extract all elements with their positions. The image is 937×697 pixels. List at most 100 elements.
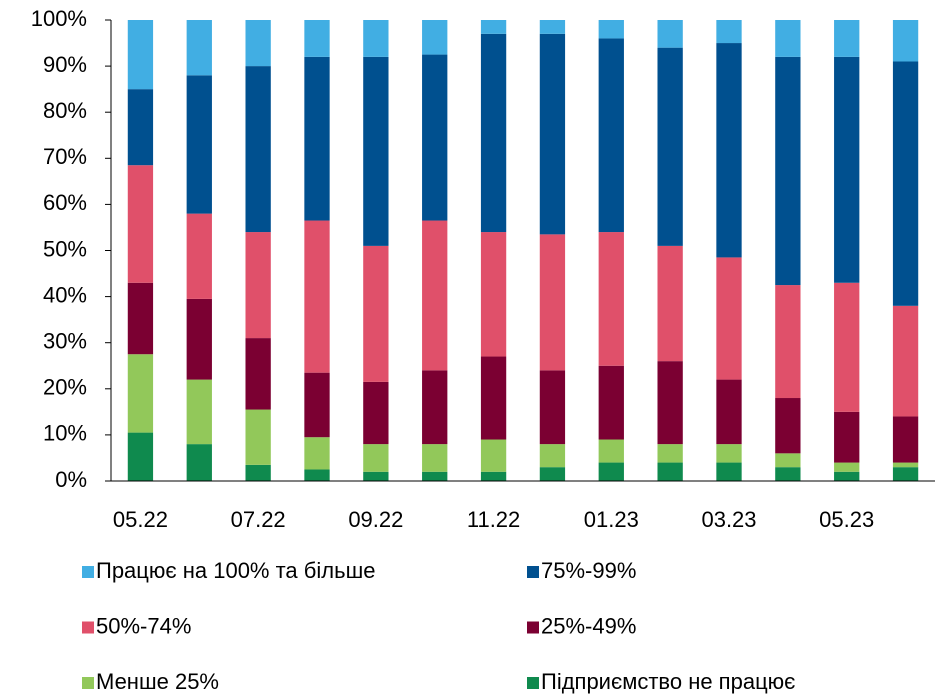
bar-segment — [892, 61, 919, 306]
bar-segment — [834, 56, 860, 283]
bar-segment — [186, 379, 212, 445]
bar-segment — [245, 20, 271, 67]
y-tick-label: 0% — [55, 467, 87, 492]
x-tick-label: 03.23 — [701, 507, 756, 532]
bar-segment — [480, 20, 507, 34]
legend-label: 75%-99% — [541, 558, 636, 583]
bar-segment — [304, 437, 330, 470]
bar-segment — [657, 361, 683, 445]
x-tick-label: 11.22 — [467, 507, 520, 532]
y-tick-label: 50% — [43, 236, 87, 261]
y-tick-label: 10% — [43, 421, 87, 446]
bar-segment — [775, 285, 801, 399]
legend-swatch — [527, 566, 539, 578]
bar-segment — [186, 20, 212, 76]
bar-segment — [186, 298, 212, 380]
bar-segment — [245, 409, 271, 465]
bar-segment — [834, 471, 860, 481]
bar-segment — [834, 462, 860, 472]
bar-segment — [775, 20, 801, 57]
bar-segment — [598, 462, 624, 481]
bar-segment — [892, 467, 919, 481]
bar-segment — [716, 462, 742, 481]
legend-label: 50%-74% — [96, 613, 191, 638]
bar-segment — [834, 282, 860, 412]
bar-segment — [480, 356, 507, 440]
bar-segment — [422, 20, 448, 55]
legend-swatch — [82, 566, 94, 578]
bar-segment — [127, 20, 154, 90]
bar-segment — [657, 444, 683, 463]
y-tick-label: 70% — [43, 144, 87, 169]
bar-segment — [480, 232, 507, 357]
bar-segment — [716, 43, 742, 258]
bar-segment — [363, 56, 389, 246]
bar-segment — [480, 439, 507, 472]
bar-segment — [127, 432, 154, 481]
legend-label: Менше 25% — [96, 669, 219, 694]
bar-segment — [363, 381, 389, 445]
bar-segment — [363, 20, 389, 57]
bar-segment — [834, 20, 860, 57]
bar-segment — [422, 370, 448, 445]
bar-segment — [716, 444, 742, 463]
bar-segment — [304, 469, 330, 481]
bar-segment — [245, 66, 271, 233]
bar-segment — [716, 379, 742, 445]
legend-swatch — [82, 677, 94, 689]
bar-segment — [480, 471, 507, 481]
legend-swatch — [527, 621, 539, 634]
bar-segment — [363, 444, 389, 472]
legend-swatch — [527, 677, 539, 689]
legend-label: Підприємство не працює — [541, 669, 795, 694]
bar-segment — [245, 338, 271, 410]
bar-segment — [539, 234, 566, 371]
legend-swatch — [82, 621, 94, 634]
bar-segment — [480, 33, 507, 233]
bar-segment — [775, 453, 801, 468]
bar-segment — [657, 20, 683, 48]
bar-segment — [186, 213, 212, 299]
bar-segment — [598, 439, 624, 463]
bar-segment — [363, 245, 389, 382]
y-tick-label: 30% — [43, 329, 87, 354]
legend-label: Працює на 100% та більше — [96, 558, 375, 583]
bar-segment — [775, 398, 801, 454]
bar-segment — [598, 20, 624, 39]
legend-label: 25%-49% — [541, 613, 636, 638]
x-tick-label: 05.22 — [113, 507, 168, 532]
bar-segment — [775, 56, 801, 286]
bar-segment — [127, 165, 154, 283]
bar-segment — [422, 471, 448, 481]
bar-segment — [539, 370, 566, 445]
bar-segment — [598, 365, 624, 440]
bar-segment — [892, 462, 919, 468]
y-tick-label: 80% — [43, 98, 87, 123]
bar-segment — [245, 232, 271, 339]
bar-segment — [539, 20, 566, 34]
bar-segment — [892, 305, 919, 417]
bar-segment — [598, 38, 624, 233]
bar-segment — [127, 89, 154, 166]
bar-segment — [775, 467, 801, 481]
bar-segment — [422, 444, 448, 472]
bar-segment — [127, 282, 154, 355]
bar-segment — [539, 444, 566, 468]
y-tick-label: 60% — [43, 190, 87, 215]
bar-segment — [304, 56, 330, 221]
bar-segment — [716, 257, 742, 380]
x-tick-label: 01.23 — [584, 507, 639, 532]
bar-segment — [716, 20, 742, 44]
bar-segment — [304, 220, 330, 373]
bar-segment — [422, 220, 448, 371]
bar-segment — [598, 232, 624, 366]
bar-segment — [657, 245, 683, 362]
x-tick-label: 09.22 — [348, 507, 403, 532]
bar-segment — [892, 20, 919, 62]
y-tick-label: 100% — [31, 6, 87, 31]
bar-segment — [657, 462, 683, 481]
bar-segment — [422, 54, 448, 221]
y-tick-label: 40% — [43, 282, 87, 307]
bar-segment — [304, 20, 330, 57]
